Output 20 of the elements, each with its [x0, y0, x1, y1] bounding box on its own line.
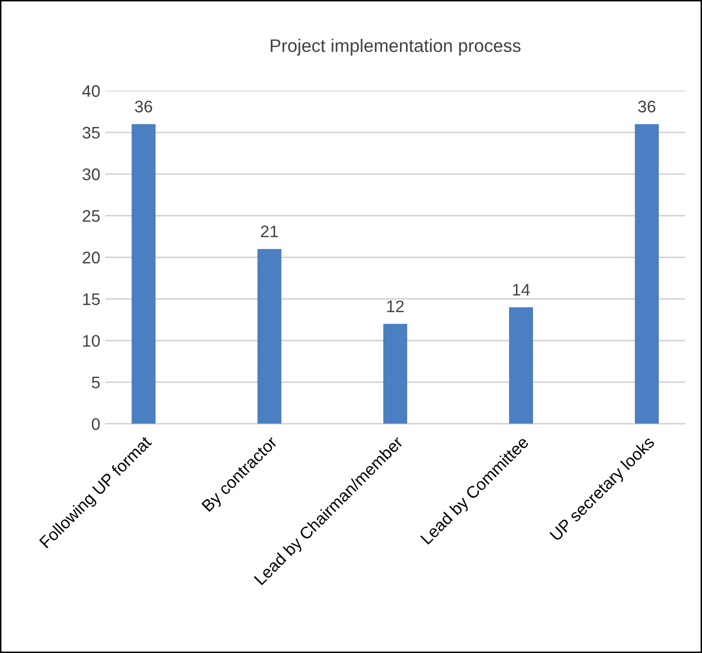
bar [132, 124, 156, 424]
y-tick-label: 35 [82, 126, 100, 139]
y-tick-label: 0 [92, 418, 100, 430]
bar [634, 124, 659, 424]
y-tick-label: 30 [82, 168, 100, 180]
y-tick-label: 15 [83, 293, 100, 306]
y-tick-label: 10 [83, 334, 100, 347]
y-tick-label: 25 [82, 210, 100, 222]
y-tick-label: 20 [82, 252, 100, 264]
bar [257, 248, 282, 424]
y-tick-label: 5 [92, 376, 100, 388]
y-tick-label: 40 [82, 85, 100, 97]
bar [509, 307, 533, 424]
data-label: 21 [260, 226, 278, 238]
data-label: 14 [513, 284, 530, 296]
data-label: 12 [387, 300, 404, 312]
data-label: 36 [638, 100, 656, 112]
bar [383, 324, 408, 424]
data-label: 36 [134, 100, 152, 112]
chart-title: Project implementation process [270, 38, 521, 56]
